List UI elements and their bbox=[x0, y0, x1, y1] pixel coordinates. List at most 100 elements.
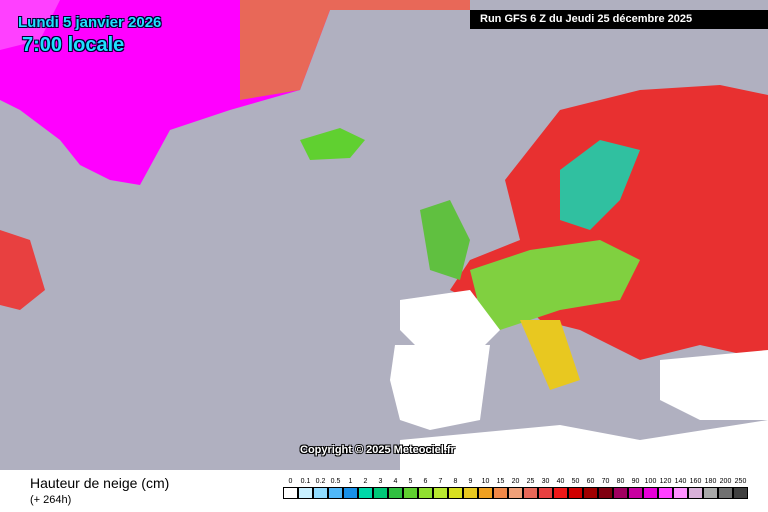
legend-item: 0.5 bbox=[328, 478, 343, 499]
legend-item: 8 bbox=[448, 478, 463, 499]
legend-label: 60 bbox=[586, 478, 595, 485]
legend-label: 8 bbox=[453, 478, 458, 485]
legend-item: 6 bbox=[418, 478, 433, 499]
legend-swatch bbox=[643, 487, 658, 499]
legend-item: 0.1 bbox=[298, 478, 313, 499]
time: 7:00 locale bbox=[22, 34, 125, 56]
legend-item: 70 bbox=[598, 478, 613, 499]
legend-item: 0 bbox=[283, 478, 298, 499]
legend-title: Hauteur de neige (cm) bbox=[30, 475, 170, 491]
legend-label: 4 bbox=[393, 478, 398, 485]
legend-swatch bbox=[583, 487, 598, 499]
legend-swatch bbox=[688, 487, 703, 499]
legend-swatch bbox=[343, 487, 358, 499]
legend-swatch bbox=[433, 487, 448, 499]
legend-swatch bbox=[598, 487, 613, 499]
legend-item: 90 bbox=[628, 478, 643, 499]
legend-item: 80 bbox=[613, 478, 628, 499]
legend-label: 25 bbox=[526, 478, 535, 485]
legend-label: 10 bbox=[481, 478, 490, 485]
legend-swatch bbox=[673, 487, 688, 499]
legend-swatch bbox=[358, 487, 373, 499]
legend-swatch bbox=[733, 487, 748, 499]
legend-label: 20 bbox=[511, 478, 520, 485]
legend-item: 1 bbox=[343, 478, 358, 499]
date: Lundi 5 janvier 2026 bbox=[18, 14, 162, 31]
legend-item: 140 bbox=[673, 478, 688, 499]
legend-item: 50 bbox=[568, 478, 583, 499]
legend-swatch bbox=[448, 487, 463, 499]
legend-item: 180 bbox=[703, 478, 718, 499]
legend-lead: (+ 264h) bbox=[30, 494, 72, 506]
copyright: Copyright © 2025 Meteociel.fr bbox=[300, 444, 455, 456]
legend-label: 2 bbox=[363, 478, 368, 485]
legend-item: 100 bbox=[643, 478, 658, 499]
legend-label: 7 bbox=[438, 478, 443, 485]
legend-label: 5 bbox=[408, 478, 413, 485]
legend-item: 60 bbox=[583, 478, 598, 499]
legend-label: 200 bbox=[719, 478, 732, 485]
legend-label: 0 bbox=[288, 478, 293, 485]
legend-label: 160 bbox=[689, 478, 702, 485]
legend-swatch bbox=[508, 487, 523, 499]
legend-label: 0.2 bbox=[315, 478, 326, 485]
legend-label: 0.1 bbox=[300, 478, 311, 485]
legend-label: 1 bbox=[348, 478, 353, 485]
legend-swatch bbox=[703, 487, 718, 499]
legend-label: 15 bbox=[496, 478, 505, 485]
legend-swatch bbox=[628, 487, 643, 499]
legend-label: 6 bbox=[423, 478, 428, 485]
legend-label: 140 bbox=[674, 478, 687, 485]
legend-item: 0.2 bbox=[313, 478, 328, 499]
legend-label: 250 bbox=[734, 478, 747, 485]
legend-label: 30 bbox=[541, 478, 550, 485]
legend-label: 0.5 bbox=[330, 478, 341, 485]
legend-item: 3 bbox=[373, 478, 388, 499]
legend-label: 40 bbox=[556, 478, 565, 485]
legend-swatch bbox=[298, 487, 313, 499]
legend-scale: 0 0.1 0.2 0.5 1 2 3 4 5 6 7 8 9 10 15 20 25 30 40 50 60 70 80 9… bbox=[283, 478, 748, 499]
legend-item: 20 bbox=[508, 478, 523, 499]
map bbox=[0, 0, 768, 470]
legend-item: 10 bbox=[478, 478, 493, 499]
legend-swatch bbox=[478, 487, 493, 499]
legend-item: 25 bbox=[523, 478, 538, 499]
legend-item: 30 bbox=[538, 478, 553, 499]
legend-swatch bbox=[523, 487, 538, 499]
legend-item: 160 bbox=[688, 478, 703, 499]
legend-item: 4 bbox=[388, 478, 403, 499]
legend-swatch bbox=[718, 487, 733, 499]
legend-swatch bbox=[553, 487, 568, 499]
legend-label: 3 bbox=[378, 478, 383, 485]
legend-item: 120 bbox=[658, 478, 673, 499]
legend-item: 9 bbox=[463, 478, 478, 499]
legend-swatch bbox=[463, 487, 478, 499]
legend-swatch bbox=[538, 487, 553, 499]
legend-label: 90 bbox=[631, 478, 640, 485]
legend-swatch bbox=[658, 487, 673, 499]
legend-item: 40 bbox=[553, 478, 568, 499]
legend-swatch bbox=[613, 487, 628, 499]
legend-label: 120 bbox=[659, 478, 672, 485]
legend-swatch bbox=[493, 487, 508, 499]
legend-label: 70 bbox=[601, 478, 610, 485]
legend-label: 80 bbox=[616, 478, 625, 485]
legend-swatch bbox=[283, 487, 298, 499]
legend-swatch bbox=[418, 487, 433, 499]
legend-label: 9 bbox=[468, 478, 473, 485]
legend-label: 100 bbox=[644, 478, 657, 485]
legend-item: 2 bbox=[358, 478, 373, 499]
legend-swatch bbox=[568, 487, 583, 499]
legend-item: 5 bbox=[403, 478, 418, 499]
legend-label: 180 bbox=[704, 478, 717, 485]
legend-swatch bbox=[403, 487, 418, 499]
legend-item: 200 bbox=[718, 478, 733, 499]
run-info: Run GFS 6 Z du Jeudi 25 décembre 2025 bbox=[470, 10, 768, 29]
legend-swatch bbox=[313, 487, 328, 499]
legend-swatch bbox=[328, 487, 343, 499]
legend-item: 15 bbox=[493, 478, 508, 499]
legend-swatch bbox=[388, 487, 403, 499]
legend-item: 7 bbox=[433, 478, 448, 499]
legend-item: 250 bbox=[733, 478, 748, 499]
